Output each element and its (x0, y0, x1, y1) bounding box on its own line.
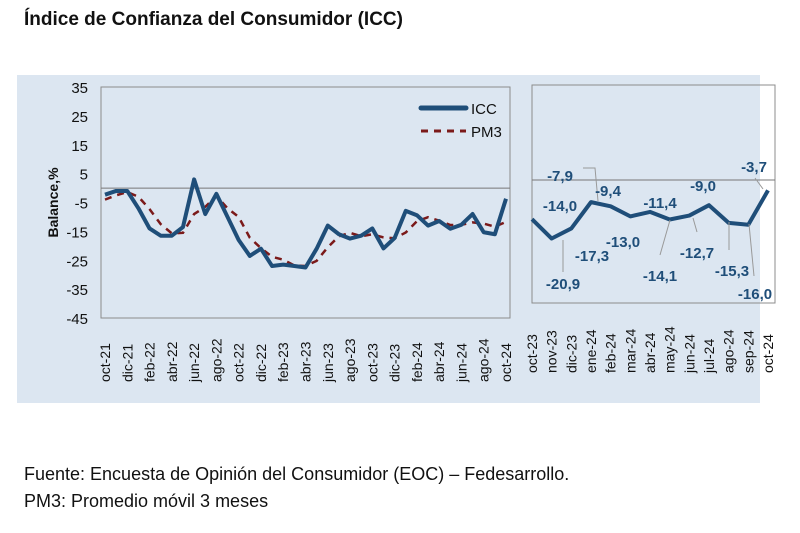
data-label: -11,4 (643, 195, 677, 212)
inset-x-tick-label: jul-24 (701, 339, 717, 374)
y-tick-label: -45 (66, 311, 88, 328)
data-label-leader (692, 217, 698, 233)
inset-x-tick-label: abr-24 (642, 332, 658, 373)
inset-x-tick-label: jun-24 (681, 334, 697, 374)
plot-area (100, 86, 511, 319)
x-tick-label: abr-23 (298, 341, 314, 382)
data-label: -15,3 (715, 263, 749, 280)
x-tick-label: dic-22 (253, 344, 269, 382)
inset-x-tick-label: may-24 (662, 326, 678, 373)
data-label: -16,0 (738, 286, 772, 303)
x-tick-label: jun-23 (320, 343, 336, 383)
x-tick-label: abr-22 (164, 341, 180, 382)
pm3-line (104, 190, 507, 268)
y-tick-label: 35 (71, 80, 88, 97)
y-tick-label: -35 (66, 282, 88, 299)
inset-x-tick-label: ago-24 (721, 329, 737, 373)
data-label: -14,1 (643, 268, 677, 285)
inset-x-tick-label: dic-23 (563, 335, 579, 373)
y-tick-label: -15 (66, 224, 88, 241)
y-tick-label: 15 (71, 138, 88, 155)
y-tick-label: 25 (71, 109, 88, 126)
inset-x-tick-label: feb-24 (603, 333, 619, 373)
data-label-leader (659, 219, 671, 256)
x-tick-label: jun-22 (186, 343, 202, 383)
x-tick-label: oct-24 (498, 343, 514, 382)
data-label: -7,9 (547, 168, 573, 185)
inset-x-tick-label: ene-24 (583, 329, 599, 373)
x-tick-label: oct-21 (97, 343, 113, 382)
chart-panel (17, 75, 760, 403)
inset-x-tick-label: sep-24 (740, 330, 756, 373)
x-tick-label: ago-22 (208, 338, 224, 382)
data-label-leader (748, 223, 755, 277)
x-tick-label: abr-24 (431, 341, 447, 382)
x-tick-label: ago-24 (476, 338, 492, 382)
inset-x-tick-label: mar-24 (622, 328, 638, 373)
data-label: -14,0 (543, 198, 577, 215)
x-tick-label: ago-23 (342, 338, 358, 382)
chart-title: Índice de Confianza del Consumidor (ICC) (24, 9, 403, 30)
data-label: -13,0 (606, 234, 640, 251)
x-tick-label: jun-24 (453, 343, 469, 383)
x-tick-label: feb-22 (142, 342, 158, 382)
inset-plot-area (531, 84, 776, 304)
x-tick-label: feb-24 (409, 342, 425, 382)
data-label: -17,3 (575, 248, 609, 265)
y-axis-label: Balance,% (45, 167, 61, 238)
data-label: -9,0 (690, 178, 716, 195)
icc-line (104, 177, 508, 270)
y-tick-label: -25 (66, 253, 88, 270)
data-label-leader (754, 177, 764, 190)
inset-x-tick-label: nov-23 (544, 330, 560, 373)
y-tick-label: -5 (75, 196, 88, 213)
data-label-leader (583, 167, 599, 202)
footnote-pm3: PM3: Promedio móvil 3 meses (24, 491, 269, 511)
inset-x-tick-label: oct-24 (760, 334, 776, 373)
x-tick-label: dic-23 (387, 344, 403, 382)
data-label: -9,4 (595, 183, 622, 200)
x-tick-label: dic-21 (119, 344, 135, 382)
x-tick-label: oct-23 (364, 343, 380, 382)
x-tick-label: feb-23 (275, 342, 291, 382)
x-tick-label: oct-22 (231, 343, 247, 382)
legend-icc-label: ICC (471, 101, 497, 118)
data-label: -20,9 (546, 276, 580, 293)
data-label: -3,7 (741, 159, 767, 176)
data-label: -12,7 (680, 245, 714, 262)
footnote-source: Fuente: Encuesta de Opinión del Consumid… (24, 464, 570, 484)
legend-pm3-label: PM3 (471, 124, 502, 141)
inset-x-tick-label: oct-23 (524, 334, 540, 373)
y-tick-label: 5 (80, 167, 88, 184)
